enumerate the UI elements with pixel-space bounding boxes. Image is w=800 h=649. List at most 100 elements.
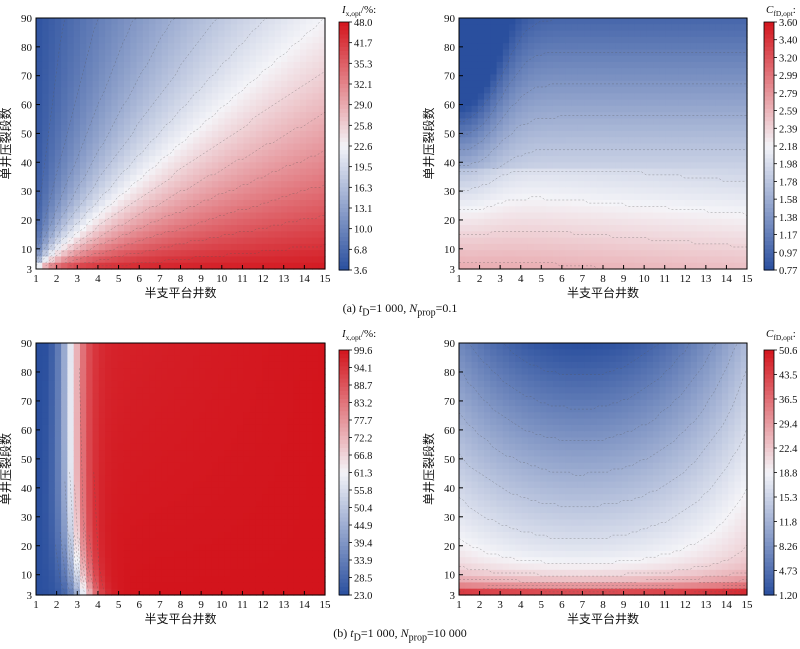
heat-cell xyxy=(99,18,106,25)
heat-cell xyxy=(130,557,137,564)
heat-cell xyxy=(722,31,729,38)
heat-cell xyxy=(697,43,704,50)
heat-cell xyxy=(572,144,579,151)
heat-cell xyxy=(250,137,257,144)
heat-cell xyxy=(162,362,169,369)
heat-cell xyxy=(678,169,685,176)
heat-cell xyxy=(42,37,49,44)
heat-cell xyxy=(709,81,716,88)
heat-cell xyxy=(256,181,263,188)
heat-cell xyxy=(111,225,118,232)
heat-cell xyxy=(684,144,691,151)
heat-cell xyxy=(130,570,137,577)
heat-cell xyxy=(137,538,144,545)
heat-cell xyxy=(515,43,522,50)
heat-cell xyxy=(143,18,150,25)
heat-cell xyxy=(187,225,194,232)
heat-cell xyxy=(634,49,641,56)
heat-cell xyxy=(472,187,479,194)
heat-cell xyxy=(312,238,319,245)
heat-cell xyxy=(218,56,225,63)
heat-cell xyxy=(709,112,716,119)
heat-cell xyxy=(590,68,597,75)
heat-cell xyxy=(590,106,597,113)
heat-cell xyxy=(143,507,150,514)
heat-cell xyxy=(61,406,68,413)
heat-cell xyxy=(666,131,673,138)
heat-cell xyxy=(93,187,100,194)
heat-cell xyxy=(143,469,150,476)
heat-cell xyxy=(306,137,313,144)
heat-cell xyxy=(49,175,56,182)
heat-cell xyxy=(149,131,156,138)
heat-cell xyxy=(628,74,635,81)
heat-cell xyxy=(143,431,150,438)
heat-cell xyxy=(206,68,213,75)
heat-cell xyxy=(590,62,597,69)
heat-cell xyxy=(187,349,194,356)
heat-cell xyxy=(484,181,491,188)
heat-cell xyxy=(709,162,716,169)
heat-cell xyxy=(728,74,735,81)
heat-cell xyxy=(42,469,49,476)
heat-cell xyxy=(553,169,560,176)
heat-cell xyxy=(231,194,238,201)
heat-cell xyxy=(503,250,510,257)
heat-cell xyxy=(565,74,572,81)
heat-cell xyxy=(168,526,175,533)
heat-cell xyxy=(111,43,118,50)
heat-cell xyxy=(666,256,673,263)
heat-cell xyxy=(174,564,181,571)
heat-cell xyxy=(287,18,294,25)
heat-cell xyxy=(149,488,156,495)
heat-cell xyxy=(275,56,282,63)
heat-cell xyxy=(522,219,529,226)
heat-cell xyxy=(584,118,591,125)
heat-cell xyxy=(672,81,679,88)
heat-cell xyxy=(734,256,741,263)
heat-cell xyxy=(634,256,641,263)
heat-cell xyxy=(653,24,660,31)
heat-cell xyxy=(224,93,231,100)
heat-cell xyxy=(634,250,641,257)
heat-cell xyxy=(691,225,698,232)
heat-cell xyxy=(168,375,175,382)
heat-cell xyxy=(42,501,49,508)
heat-cell xyxy=(61,244,68,251)
heat-cell xyxy=(155,137,162,144)
heat-cell xyxy=(534,150,541,157)
heat-cell xyxy=(49,81,56,88)
heat-cell xyxy=(174,219,181,226)
y-tick-label: 30 xyxy=(444,186,456,198)
heat-cell xyxy=(281,68,288,75)
heat-cell xyxy=(206,43,213,50)
heat-cell xyxy=(149,570,156,577)
heat-cell xyxy=(61,162,68,169)
heat-cell xyxy=(609,225,616,232)
heat-cell xyxy=(61,412,68,419)
heat-cell xyxy=(124,469,131,476)
heat-cell xyxy=(118,444,125,451)
heat-cell xyxy=(522,150,529,157)
heat-cell xyxy=(728,169,735,176)
heat-cell xyxy=(459,137,466,144)
heat-cell xyxy=(130,400,137,407)
heat-cell xyxy=(666,125,673,132)
heat-cell xyxy=(218,31,225,38)
heat-cell xyxy=(734,31,741,38)
heat-cell xyxy=(459,81,466,88)
heat-cell xyxy=(540,238,547,245)
heat-cell xyxy=(703,93,710,100)
heat-cell xyxy=(243,175,250,182)
heat-cell xyxy=(528,100,535,107)
heat-cell xyxy=(187,206,194,213)
heat-cell xyxy=(130,475,137,482)
heat-cell xyxy=(281,194,288,201)
heat-cell xyxy=(130,56,137,63)
heat-cell xyxy=(584,125,591,132)
heat-cell xyxy=(124,112,131,119)
heat-cell xyxy=(224,206,231,213)
heat-cell xyxy=(672,131,679,138)
heat-cell xyxy=(459,37,466,44)
heat-cell xyxy=(697,106,704,113)
